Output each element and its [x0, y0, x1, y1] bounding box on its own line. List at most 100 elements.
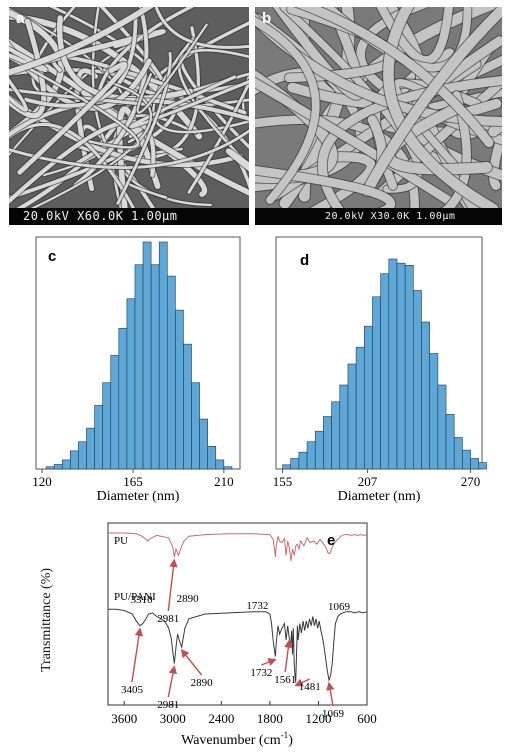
sem-fiber-texture-a: [9, 7, 249, 208]
histogram-bar: [86, 427, 95, 470]
histogram-bar: [388, 258, 398, 470]
peak-label: 2981: [157, 613, 179, 625]
fiber: [154, 7, 249, 49]
fiber: [310, 152, 376, 208]
histogram-bar: [166, 275, 176, 470]
histogram-bar: [470, 458, 480, 470]
peak-label: 2981: [157, 699, 179, 711]
x-tick-label: 165: [123, 474, 143, 489]
histogram-bar: [282, 464, 292, 470]
fiber: [9, 77, 28, 112]
peak-arrow: [167, 665, 178, 698]
peak-arrow: [131, 627, 144, 683]
fiber: [225, 148, 249, 172]
fiber: [488, 115, 502, 137]
fiber: [255, 165, 396, 208]
fiber: [31, 7, 76, 92]
fiber: [136, 23, 208, 114]
fiber: [383, 7, 499, 208]
fiber: [9, 7, 154, 76]
fiber: [392, 79, 470, 181]
peak-label: 1561: [274, 674, 296, 686]
histogram-bar: [150, 264, 160, 470]
histogram-bar: [355, 346, 365, 470]
fiber: [9, 87, 153, 107]
fiber: [116, 51, 172, 205]
peak-label: 1481: [299, 681, 321, 693]
histogram-bar: [298, 451, 308, 470]
series-label: PU/PANI: [114, 591, 156, 603]
fiber: [489, 118, 502, 191]
histogram-d: 155 207 270 d Diameter (nm): [273, 236, 487, 504]
panel-label-b: b: [262, 10, 272, 27]
fiber: [17, 61, 128, 175]
peak-arrow: [167, 558, 178, 612]
histogram-bar: [421, 321, 430, 470]
histogram-bar: [175, 309, 184, 470]
histogram-bar: [191, 382, 200, 470]
scale-bar-a: 20.0kV X60.0K 1.00μm: [9, 208, 249, 225]
panel-label-a: a: [16, 10, 25, 27]
x-tick-label: 600: [357, 711, 377, 726]
peak-arrow: [326, 681, 335, 707]
histogram-bar: [126, 298, 136, 470]
histogram-bar: [183, 343, 192, 470]
x-tick-label: 120: [32, 474, 52, 489]
x-tick-label: 3600: [111, 711, 137, 726]
histogram-bar: [363, 325, 373, 470]
histogram-bar: [462, 449, 471, 470]
sem-image-a: a 20.0kV X60.0K 1.00μm: [9, 7, 249, 225]
x-tick-label: 155: [273, 474, 293, 489]
peak-label: 1732: [250, 667, 272, 679]
histogram-bar: [78, 441, 87, 470]
histogram-bar: [306, 441, 316, 470]
peak-label: 3405: [121, 684, 143, 696]
x-axis-label: Diameter (nm): [97, 489, 180, 504]
fiber: [9, 56, 140, 149]
histogram-bar: [445, 414, 455, 470]
fiber: [361, 7, 502, 197]
x-tick-label: 210: [214, 474, 234, 489]
histogram-bar: [61, 459, 71, 470]
panel-label-e: e: [327, 532, 335, 549]
peak-label: 1069: [322, 708, 345, 720]
histogram-bar: [372, 296, 381, 470]
peak-label: 2890: [177, 593, 200, 605]
peak-arrow: [261, 658, 277, 666]
histogram-bar: [347, 363, 357, 470]
histogram-bar: [323, 416, 332, 470]
x-tick-label: 3000: [160, 711, 186, 726]
peak-arrow: [284, 639, 293, 673]
histogram-bar: [437, 384, 447, 470]
histogram-c: 120 165 210 c Diameter (nm): [32, 236, 241, 504]
x-tick-label: 1800: [257, 711, 283, 726]
histogram-bar: [331, 401, 341, 470]
fiber: [376, 7, 453, 65]
x-tick-label: 207: [358, 474, 378, 489]
fiber: [23, 11, 138, 108]
histogram-bar: [118, 327, 128, 470]
x-tick-label: 2400: [208, 711, 234, 726]
x-axis-label: Diameter (nm): [338, 489, 421, 504]
histogram-bar: [404, 264, 414, 470]
peak-label: 1069: [328, 601, 351, 613]
peak-label: 3310: [131, 594, 154, 606]
panel-label-c: c: [48, 248, 56, 265]
histogram-bar: [396, 262, 406, 470]
histogram-bar: [158, 241, 168, 470]
histogram-bar: [53, 464, 63, 470]
sem-image-b: b 20.0kV X30.0K 1.00μm: [255, 7, 502, 225]
histogram-bar: [70, 450, 79, 470]
x-tick-label: 270: [461, 474, 481, 489]
histogram-bar: [380, 273, 390, 470]
fiber: [129, 75, 249, 129]
histogram-bar: [45, 466, 55, 470]
histogram-bar: [94, 405, 103, 470]
fiber: [57, 15, 193, 102]
fiber: [187, 79, 249, 194]
histogram-bar: [453, 437, 463, 470]
histogram-bar: [429, 353, 439, 470]
spectrum-pu-pani: [108, 608, 368, 683]
histogram-bar: [102, 382, 112, 470]
